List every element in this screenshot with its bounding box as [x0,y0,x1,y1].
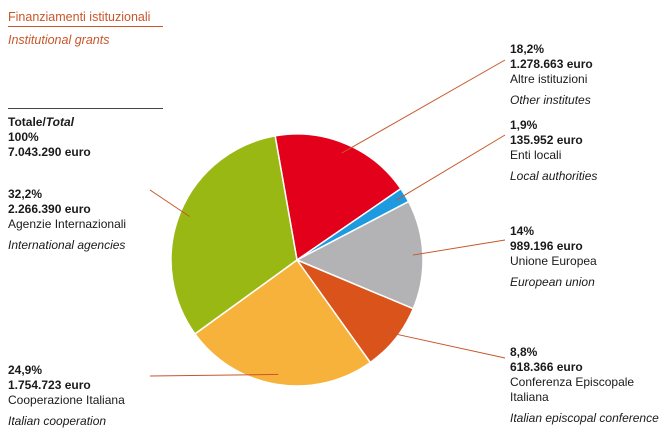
slice-label-it: Cooperazione Italiana [8,393,125,407]
total-label: Totale/Total [8,115,163,130]
total-percent: 100% [8,130,39,144]
slice-amount: 989.196 euro [510,239,583,253]
slice-percent: 18,2% [510,42,545,56]
total-block: Totale/Total 100% 7.043.290 euro [8,108,163,160]
leader-line-enti-locali [396,134,506,201]
slice-label-it: Agenzie Internazionali [8,217,127,231]
pie-slice-agenzie-internazionali [170,135,298,335]
slice-amount: 2.266.390 euro [8,202,91,216]
slice-percent: 1,9% [510,118,538,132]
total-amount: 7.043.290 euro [8,145,91,159]
leader-line-unione-europea [412,239,506,256]
slice-percent: 32,2% [8,187,43,201]
chart-subtitle: Institutional grants [8,33,110,47]
slice-label-en: International agencies [8,238,126,252]
pie-slice-unione-europea [295,200,424,310]
leader-line-cooperazione-italiana [149,373,279,377]
slice-label-en: Italian cooperation [8,414,107,428]
slice-percent: 8,8% [510,345,538,359]
slice-label-it: Altre istituzioni [510,72,588,86]
pie-slice-altre-istituzioni [274,133,402,262]
slice-label-it: Enti locali [510,148,562,162]
label-enti-locali: 1,9% 135.952 euro Enti locali Local auth… [510,118,660,184]
label-cooperazione-italiana: 24,9% 1.754.723 euro Cooperazione Italia… [8,363,158,429]
pie-slice-cooperazione-italiana [193,258,372,387]
label-unione-europea: 14% 989.196 euro Unione Europea European… [510,224,660,290]
slice-amount: 1.278.663 euro [510,57,593,71]
slice-amount: 1.754.723 euro [8,378,91,392]
label-conferenza-episcopale: 8,8% 618.366 euro Conferenza Episcopale … [510,345,660,426]
slice-label-en: European union [510,275,595,289]
slice-label-it: Conferenza Episcopale Italiana [510,375,635,404]
slice-label-en: Local authorities [510,169,598,183]
label-altre-istituzioni: 18,2% 1.278.663 euro Altre istituzioni O… [510,42,660,108]
slice-amount: 618.366 euro [510,360,583,374]
slice-label-it: Unione Europea [510,254,597,268]
chart-title: Finanziamenti istituzionali [8,8,163,27]
chart-title-block: Finanziamenti istituzionali Institutiona… [8,8,163,49]
label-agenzie-internazionali: 32,2% 2.266.390 euro Agenzie Internazion… [8,187,163,253]
leader-line-altre-istituzioni [341,59,506,154]
slice-label-en: Other institutes [510,93,591,107]
slice-amount: 135.952 euro [510,133,583,147]
slice-percent: 14% [510,224,535,238]
slice-percent: 24,9% [8,363,43,377]
total-label-en: Total [45,115,74,129]
total-label-it: Totale/ [8,115,46,129]
leader-line-agenzie-internazionali [149,189,190,217]
leader-line-conferenza-episcopale [387,331,506,359]
slice-label-en: Italian episcopal conference [510,411,659,425]
